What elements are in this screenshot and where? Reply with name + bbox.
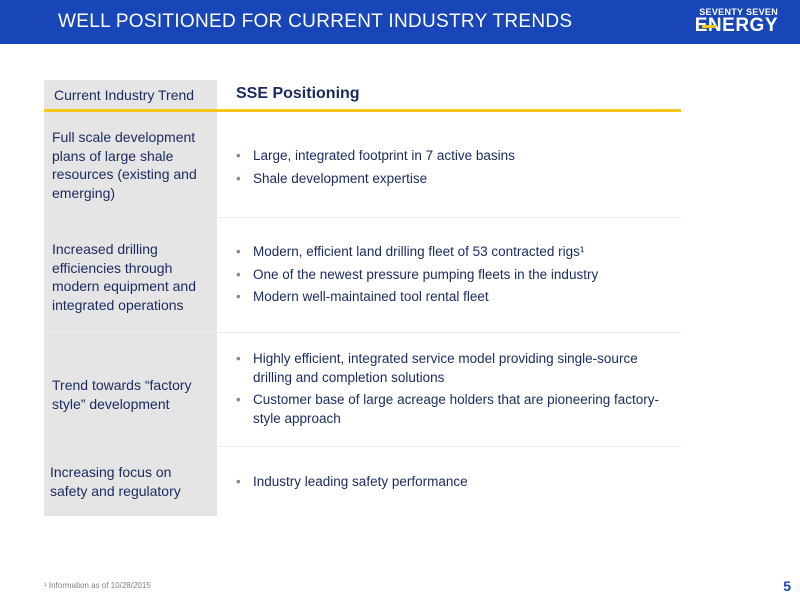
bullet-text: Customer base of large acreage holders t… [253, 392, 659, 426]
bullet-item: • Customer base of large acreage holders … [234, 391, 664, 428]
bullet-text: Large, integrated footprint in 7 active … [253, 148, 515, 163]
trend-column-background [44, 80, 217, 516]
company-logo: SEVENTY SEVEN ENERGY [694, 7, 778, 39]
bullet-item: • Modern well-maintained tool rental flee… [234, 288, 664, 307]
positioning-list-4: • Industry leading safety performance [234, 473, 664, 496]
bullet-text: Modern well-maintained tool rental fleet [253, 289, 489, 304]
row-divider [44, 446, 681, 447]
bullet-item: • Modern, efficient land drilling fleet o… [234, 243, 664, 262]
bullet-icon: • [236, 266, 241, 282]
trend-column-header: Current Industry Trend [54, 87, 195, 103]
logo-top-text: SEVENTY SEVEN [699, 7, 778, 17]
slide-title: WELL POSITIONED FOR CURRENT INDUSTRY TRE… [58, 11, 573, 32]
bullet-icon: • [236, 351, 241, 366]
bullet-icon: • [236, 244, 241, 259]
bullet-item: • One of the newest pressure pumping flee… [234, 266, 664, 285]
row-divider [44, 332, 681, 333]
bullet-text: Shale development expertise [253, 170, 428, 186]
logo-bottom-text: ENERGY [694, 15, 778, 36]
positioning-list-2: • Modern, efficient land drilling fleet o… [234, 243, 664, 311]
trend-cell-3: Trend towards “factory style” developmen… [52, 377, 192, 412]
header-rule [44, 109, 681, 112]
bullet-item: • Industry leading safety performance [234, 473, 664, 492]
bullet-icon: • [236, 474, 241, 489]
positioning-column-header: SSE Positioning [236, 85, 360, 102]
bullet-text: One of the newest pressure pumping fleet… [253, 266, 599, 282]
footnote: ¹ Information as of 10/28/2015 [44, 581, 151, 590]
row-divider [44, 217, 681, 218]
bullet-icon: • [236, 392, 241, 407]
bullet-item: • Highly efficient, integrated service mo… [234, 350, 664, 387]
trend-cell-1: Full scale development plans of large sh… [52, 129, 197, 201]
logo-accent-bar [702, 25, 716, 28]
positioning-list-1: • Large, integrated footprint in 7 active… [234, 147, 664, 192]
bullet-text: Highly efficient, integrated service mod… [253, 351, 638, 385]
trend-cell-4: Increasing focus on safety and regulator… [50, 464, 181, 499]
positioning-list-3: • Highly efficient, integrated service mo… [234, 350, 664, 432]
bullet-item: • Shale development expertise [234, 170, 664, 189]
bullet-icon: • [236, 148, 241, 163]
header-bar: WELL POSITIONED FOR CURRENT INDUSTRY TRE… [0, 0, 800, 44]
bullet-icon: • [236, 170, 241, 186]
trend-cell-2: Increased drilling efficiencies through … [52, 241, 196, 313]
page-number: 5 [783, 578, 791, 594]
bullet-item: • Large, integrated footprint in 7 active… [234, 147, 664, 166]
bullet-icon: • [236, 289, 241, 304]
bullet-text: Industry leading safety performance [253, 474, 468, 489]
bullet-text: Modern, efficient land drilling fleet of… [253, 244, 585, 259]
